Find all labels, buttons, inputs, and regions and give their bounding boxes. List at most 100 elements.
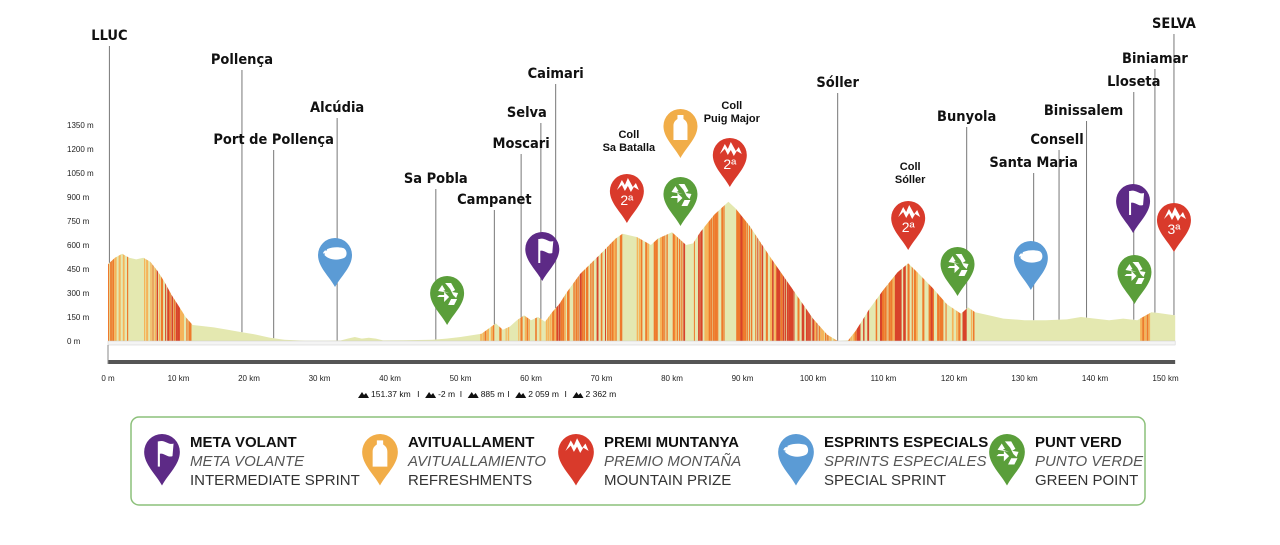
category-label: 2ª: [902, 219, 916, 235]
gradient-stripe: [700, 201, 703, 341]
town-label: Port de Pollença: [213, 132, 334, 148]
gradient-stripe: [708, 201, 711, 341]
legend-label-line2: PREMIO MONTAÑA: [604, 453, 741, 470]
gradient-stripe: [778, 201, 781, 341]
distance-axis-line: [108, 360, 1176, 364]
sprint-lines: [1015, 252, 1023, 262]
green-point-pin: [663, 177, 698, 226]
mountain-prize-pin: 2ª: [712, 138, 747, 187]
gradient-stripe: [706, 201, 709, 341]
gradient-stripe: [581, 201, 584, 341]
gradient-stripe: [158, 201, 161, 341]
category-label: 3ª: [1167, 221, 1181, 237]
gradient-stripe: [615, 201, 617, 341]
pin-shape: [318, 238, 353, 287]
gradient-stripe: [829, 201, 832, 341]
mountain-icon: [1163, 207, 1186, 221]
y-axis: 0 m 150 m 300 m 450 m 600 m 750 m 900 m 1050 m 1…: [67, 121, 94, 346]
town-label: Santa Maria: [989, 155, 1078, 171]
climb-label-line2: Sóller: [895, 174, 926, 186]
mountain-icon: [898, 205, 921, 219]
gradient-stripe: [484, 201, 487, 341]
gradient-stripe: [676, 201, 679, 341]
legend-bottle-icon: [362, 434, 398, 486]
gradient-stripe: [556, 201, 559, 341]
gradient-stripe: [818, 201, 821, 341]
gradient-stripe: [761, 201, 764, 341]
gradient-stripe: [899, 201, 902, 341]
gradient-stripe: [575, 201, 578, 341]
climb-label-line1: Coll: [900, 161, 921, 173]
legend-label-line3: REFRESHMENTS: [408, 472, 532, 489]
gradient-stripe: [583, 201, 586, 341]
category-label: 2ª: [620, 192, 634, 208]
gradient-stripe: [638, 201, 641, 341]
gradient-stripe: [970, 201, 973, 341]
gradient-stripe: [611, 201, 614, 341]
gradient-stripe: [886, 201, 888, 341]
gradient-stripe: [951, 201, 954, 341]
gradient-stripe: [681, 201, 683, 341]
gradient-stripe: [486, 201, 489, 341]
gradient-stripe: [723, 201, 725, 341]
gradient-stripe: [780, 201, 783, 341]
gradient-stripe: [715, 201, 718, 341]
legend-label-line3: MOUNTAIN PRIZE: [604, 472, 731, 489]
y-tick-label: 600 m: [67, 241, 90, 250]
gradient-stripe: [636, 201, 639, 341]
mountain-prize-pin: 3ª: [1156, 203, 1191, 252]
gradient-stripe: [810, 201, 812, 341]
gradient-stripe: [674, 201, 677, 341]
gradient-stripe: [550, 201, 552, 341]
gradient-stripe: [564, 201, 566, 341]
gradient-stripe: [152, 201, 154, 341]
gradient-stripe: [937, 201, 939, 341]
sprint-icon: [323, 247, 347, 260]
town-label: Consell: [1030, 132, 1083, 148]
town-label: Sóller: [816, 75, 859, 91]
x-tick-label: 100 km: [800, 374, 827, 383]
gradient-stripe: [825, 201, 827, 341]
x-tick-label: 130 km: [1011, 374, 1038, 383]
gradient-stripe: [721, 201, 724, 341]
y-tick-label: 150 m: [67, 313, 90, 322]
gradient-stripe: [1148, 201, 1151, 341]
gradient-stripe: [660, 201, 663, 341]
gradient-stripe: [854, 201, 857, 341]
sprint-icon: [783, 443, 809, 457]
town-label: Sa Pobla: [404, 171, 468, 187]
stat-lowest: -2 m: [438, 389, 455, 399]
gradient-stripe: [770, 201, 773, 341]
gradient-stripe: [600, 201, 603, 341]
recycle-icon: [996, 441, 1019, 465]
gradient-stripe: [590, 201, 592, 341]
elevation-icon: [467, 392, 479, 398]
x-tick-label: 70 km: [591, 374, 613, 383]
gradient-stripe: [144, 201, 146, 341]
gradient-stripe: [558, 201, 561, 341]
gradient-stripe: [596, 201, 599, 341]
x-tick-label: 110 km: [871, 374, 897, 383]
gradient-stripe: [852, 201, 855, 341]
stat-separator: I: [565, 389, 567, 399]
stat-separator: I: [507, 389, 509, 399]
climb-label-line2: Sa Batalla: [603, 142, 656, 154]
refreshments-pin: [663, 109, 698, 158]
gradient-stripe: [932, 201, 934, 341]
gradient-stripe: [776, 201, 779, 341]
gradient-stripe: [693, 201, 695, 341]
gradient-stripe: [973, 201, 975, 341]
gradient-stripe: [793, 201, 795, 341]
x-tick-label: 120 km: [941, 374, 968, 383]
y-tick-label: 1350 m: [67, 121, 94, 130]
gradient-stripe: [619, 201, 623, 341]
gradient-stripe: [160, 201, 164, 341]
legend-label-line1: PREMI MUNTANYA: [604, 434, 739, 451]
gradient-stripe: [175, 201, 178, 341]
y-tick-label: 0 m: [67, 337, 81, 346]
mountain-icon: [565, 438, 589, 453]
gradient-stripe: [801, 201, 805, 341]
gradient-stripe: [188, 201, 191, 341]
gradient-stripe: [856, 201, 860, 341]
town-label: Caimari: [528, 66, 584, 82]
